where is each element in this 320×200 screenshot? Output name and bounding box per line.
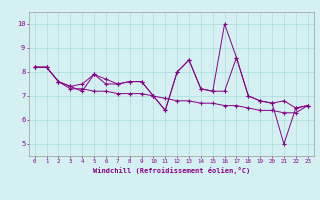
X-axis label: Windchill (Refroidissement éolien,°C): Windchill (Refroidissement éolien,°C) (92, 167, 250, 174)
